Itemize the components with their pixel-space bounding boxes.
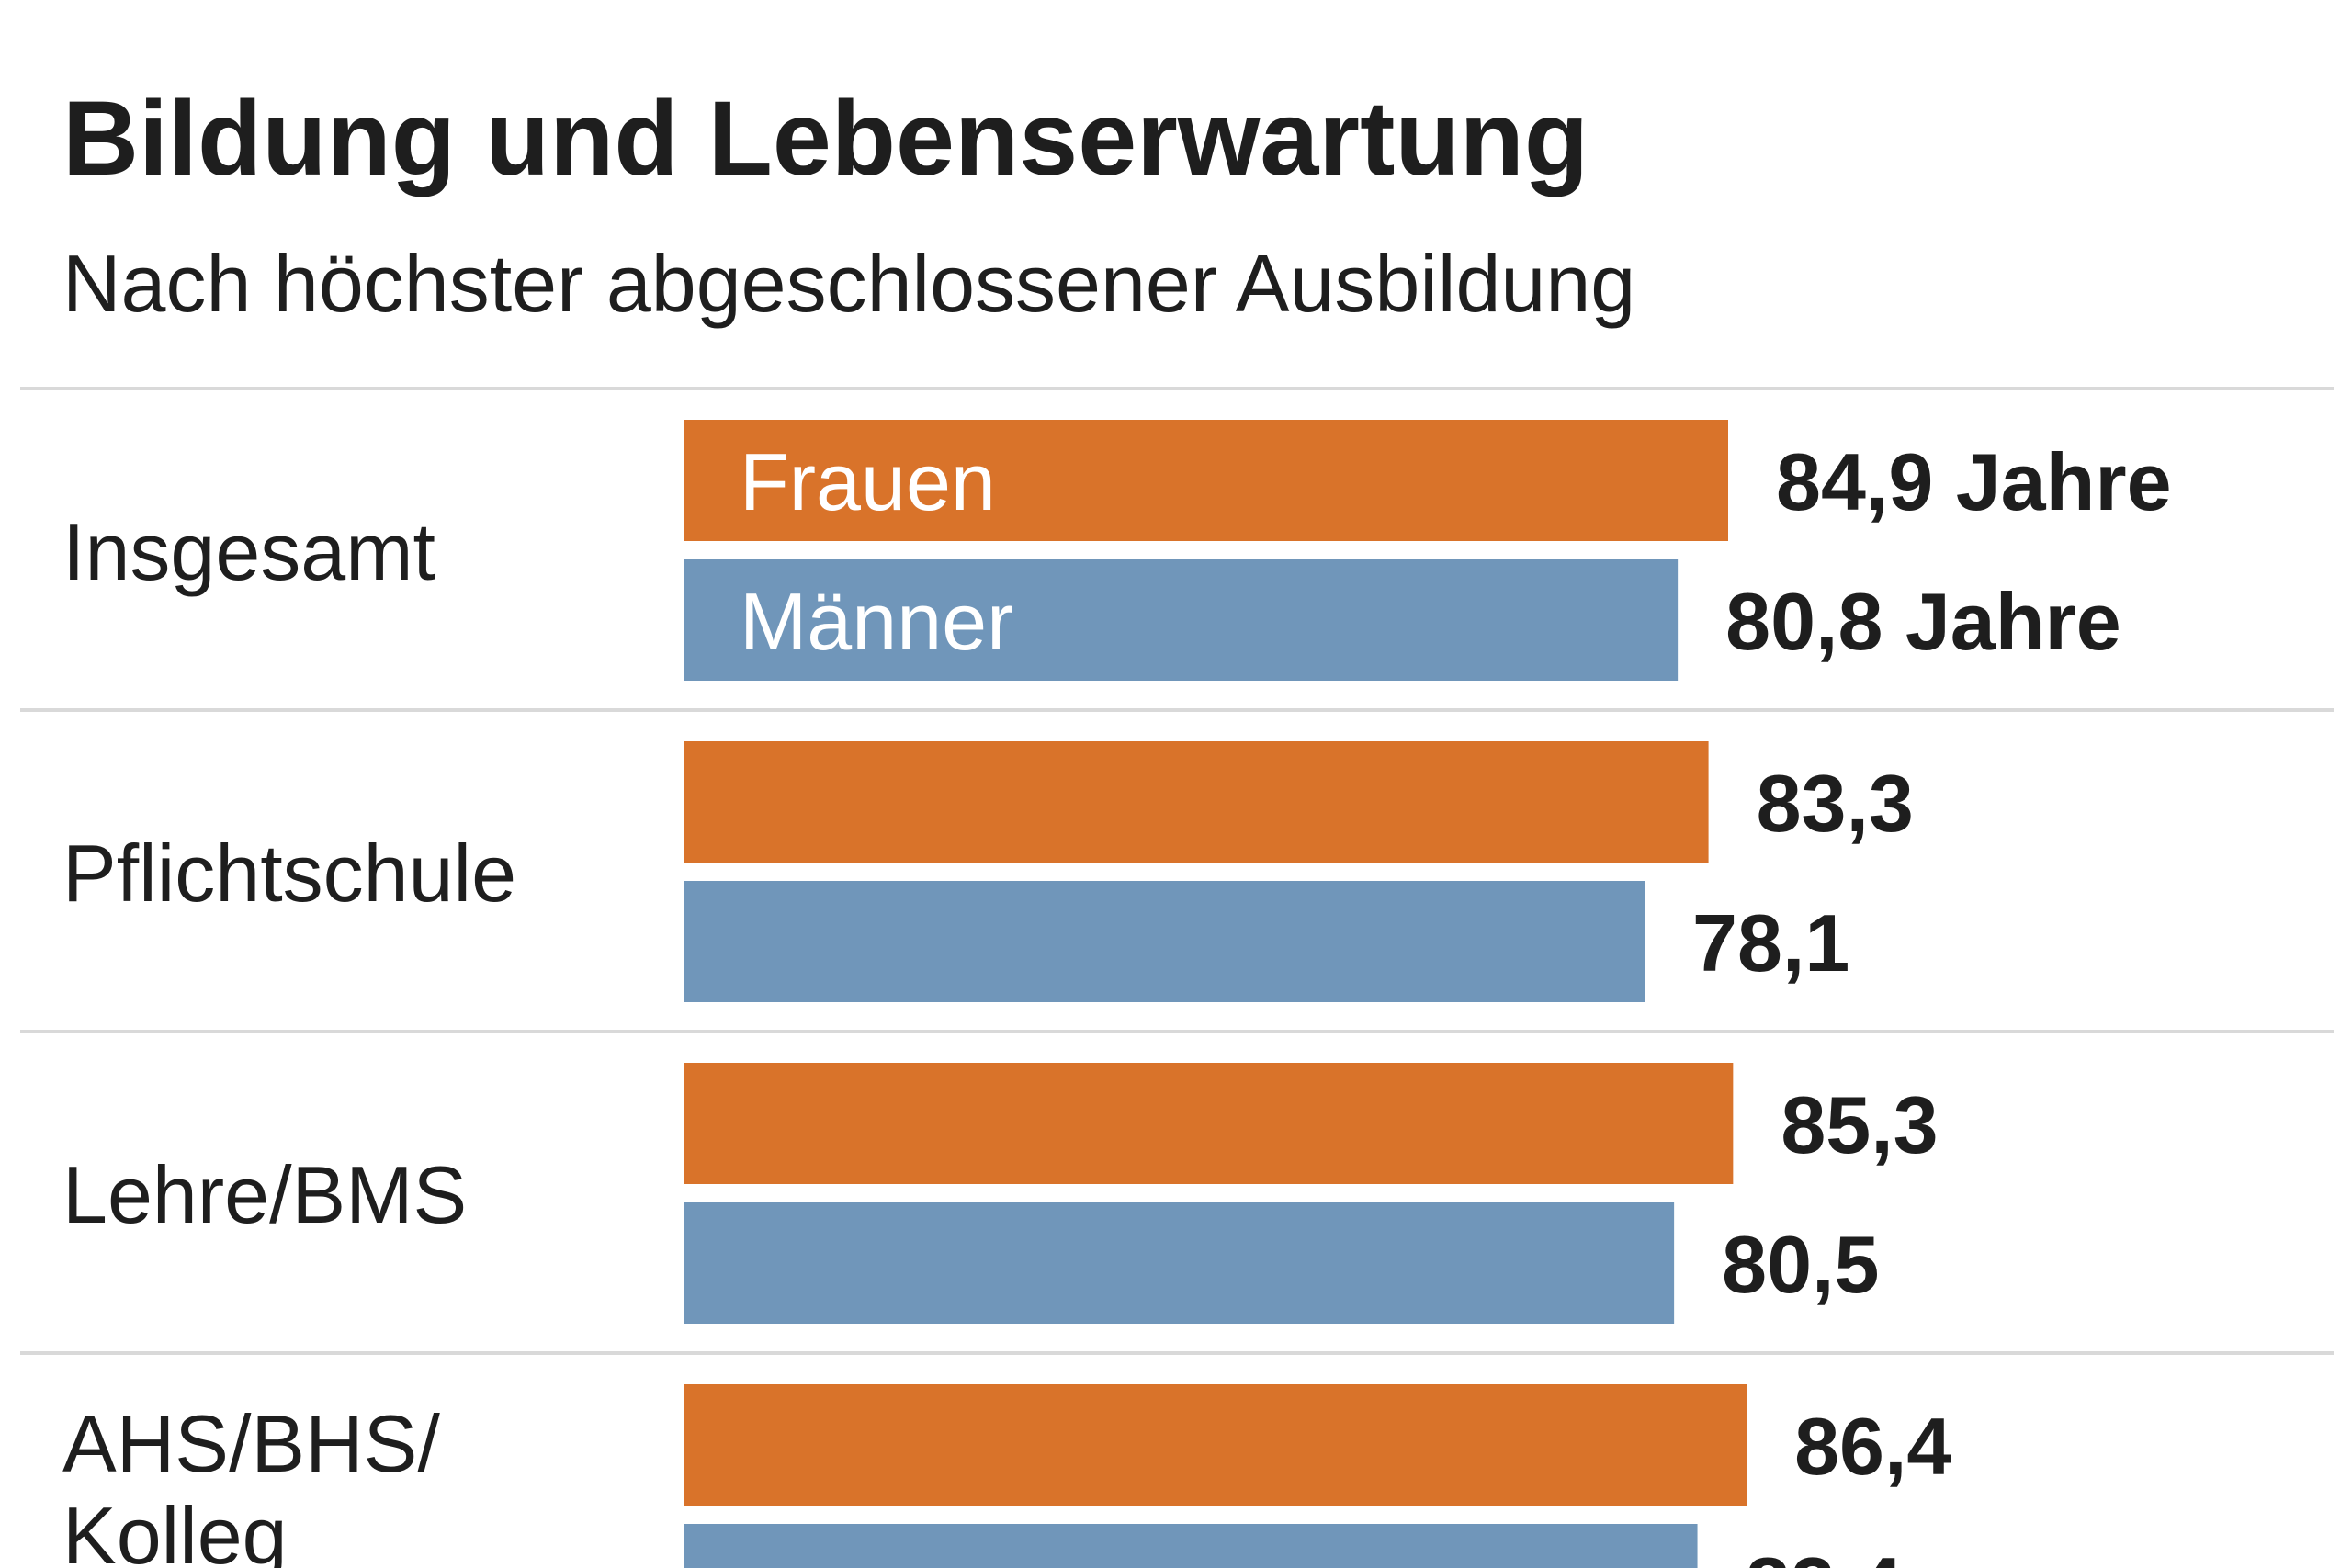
value-label: 86,4	[1794, 1401, 1951, 1492]
value-label: 84,9 Jahre	[1776, 436, 2172, 527]
category-label: Pflichtschule	[62, 828, 516, 919]
bar-frauen	[684, 741, 1709, 863]
series-legend-label: Frauen	[740, 436, 996, 527]
category-label-line: AHS/BHS/	[62, 1398, 440, 1489]
bar-maenner	[684, 881, 1645, 1002]
bar-frauen	[684, 1063, 1734, 1184]
series-legend-label: Männer	[740, 576, 1013, 667]
category-label-line: Kolleg	[62, 1490, 288, 1568]
category-label: Insgesamt	[62, 506, 435, 597]
category-label-line: Lehre/BMS	[62, 1149, 467, 1240]
value-label: 85,3	[1781, 1079, 1938, 1170]
value-label: 83,3	[1757, 758, 1914, 849]
bar-frauen	[684, 420, 1728, 541]
category-label: Lehre/BMS	[62, 1149, 467, 1240]
bar-maenner	[684, 559, 1679, 681]
bar-maenner	[684, 1524, 1698, 1568]
chart-subtitle: Nach höchster abgeschlossener Ausbildung	[62, 238, 1636, 329]
category-label: AHS/BHS/Kolleg	[62, 1398, 440, 1568]
category-label-line: Pflichtschule	[62, 828, 516, 919]
value-label: 82,4	[1746, 1540, 1903, 1568]
bar-frauen	[684, 1384, 1747, 1506]
category-label-line: Insgesamt	[62, 506, 435, 597]
chart-title: Bildung und Lebenserwartung	[62, 80, 1589, 197]
value-label: 80,5	[1722, 1219, 1879, 1310]
value-label: 80,8 Jahre	[1725, 576, 2121, 667]
value-label: 78,1	[1692, 897, 1849, 988]
bar-maenner	[684, 1202, 1675, 1324]
